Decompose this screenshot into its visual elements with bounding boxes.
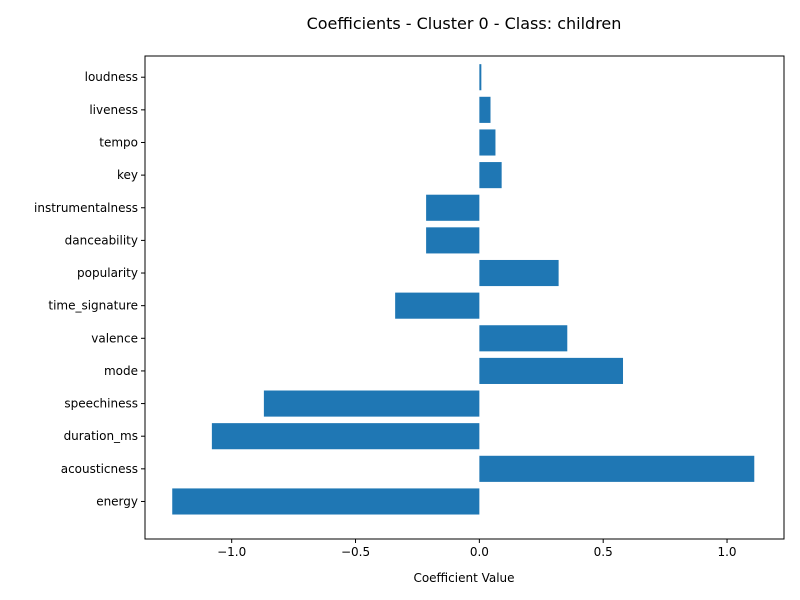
y-tick-label: tempo bbox=[99, 135, 138, 149]
y-tick-label: acousticness bbox=[61, 462, 138, 476]
y-tick-label: liveness bbox=[89, 103, 138, 117]
x-axis-label: Coefficient Value bbox=[413, 571, 514, 585]
y-tick-label: danceability bbox=[65, 233, 138, 247]
bar-acousticness bbox=[479, 455, 755, 482]
bar-time_signature bbox=[395, 292, 480, 319]
x-tick-label: −0.5 bbox=[341, 545, 370, 559]
y-tick-label: energy bbox=[96, 494, 138, 508]
bar-speechiness bbox=[263, 390, 480, 417]
bar-tempo bbox=[479, 129, 496, 156]
y-tick-label: popularity bbox=[77, 266, 138, 280]
bar-key bbox=[479, 162, 502, 189]
bar-mode bbox=[479, 357, 624, 384]
plot-frame bbox=[144, 55, 785, 540]
x-tick-label: 1.0 bbox=[717, 545, 736, 559]
bar-popularity bbox=[479, 259, 559, 287]
y-tick-label: key bbox=[117, 168, 138, 182]
bar-energy bbox=[172, 488, 480, 515]
x-tick-label: −1.0 bbox=[217, 545, 246, 559]
y-tick-label: time_signature bbox=[48, 299, 138, 313]
chart-title: Coefficients - Cluster 0 - Class: childr… bbox=[307, 14, 622, 33]
x-tick-label: 0.5 bbox=[594, 545, 613, 559]
bar-valence bbox=[479, 325, 568, 352]
y-tick-label: duration_ms bbox=[64, 429, 138, 443]
bar-duration_ms bbox=[211, 423, 480, 450]
bar-liveness bbox=[479, 96, 491, 123]
y-tick-label: instrumentalness bbox=[34, 201, 138, 215]
y-tick-label: loudness bbox=[85, 70, 138, 84]
y-axis: energy acousticness duration_ms speechiness… bbox=[34, 70, 145, 508]
y-tick-label: speechiness bbox=[64, 397, 138, 411]
bars-layer bbox=[172, 64, 755, 515]
y-tick-label: mode bbox=[104, 364, 138, 378]
bar-danceability bbox=[426, 227, 480, 254]
bar-loudness bbox=[479, 64, 482, 91]
x-tick-label: 0.0 bbox=[470, 545, 489, 559]
bar-instrumentalness bbox=[426, 194, 480, 221]
x-axis: −1.0 −0.5 0.0 0.5 1.0 bbox=[217, 539, 737, 559]
y-tick-label: valence bbox=[91, 331, 138, 345]
